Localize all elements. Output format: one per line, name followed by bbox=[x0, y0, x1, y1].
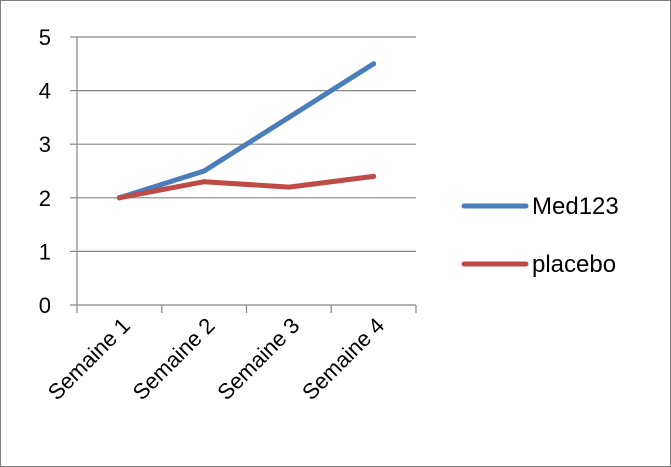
x-tick-label: Semaine 2 bbox=[128, 313, 220, 405]
data-point bbox=[116, 195, 122, 201]
x-tick-label: Semaine 4 bbox=[297, 313, 389, 405]
legend-label-placebo: placebo bbox=[532, 251, 616, 278]
series-line-placebo bbox=[116, 173, 377, 201]
data-point bbox=[286, 114, 292, 120]
data-point bbox=[201, 168, 207, 174]
y-tick-label: 5 bbox=[39, 25, 51, 50]
legend: Med123 placebo bbox=[461, 193, 619, 278]
legend-label-med123: Med123 bbox=[532, 193, 619, 220]
y-tick-label: 3 bbox=[39, 132, 51, 157]
data-point bbox=[371, 173, 377, 179]
data-point bbox=[201, 179, 207, 185]
series-lines bbox=[116, 61, 377, 201]
y-tick-label: 2 bbox=[39, 186, 51, 211]
series-line-med123 bbox=[116, 61, 377, 201]
data-point bbox=[371, 61, 377, 67]
y-tick-label: 1 bbox=[39, 239, 51, 264]
data-point bbox=[286, 184, 292, 190]
x-tick-label: Semaine 3 bbox=[212, 313, 304, 405]
x-tick-label: Semaine 1 bbox=[43, 313, 135, 405]
y-tick-label: 4 bbox=[39, 79, 51, 104]
y-tick-label: 0 bbox=[39, 293, 51, 318]
